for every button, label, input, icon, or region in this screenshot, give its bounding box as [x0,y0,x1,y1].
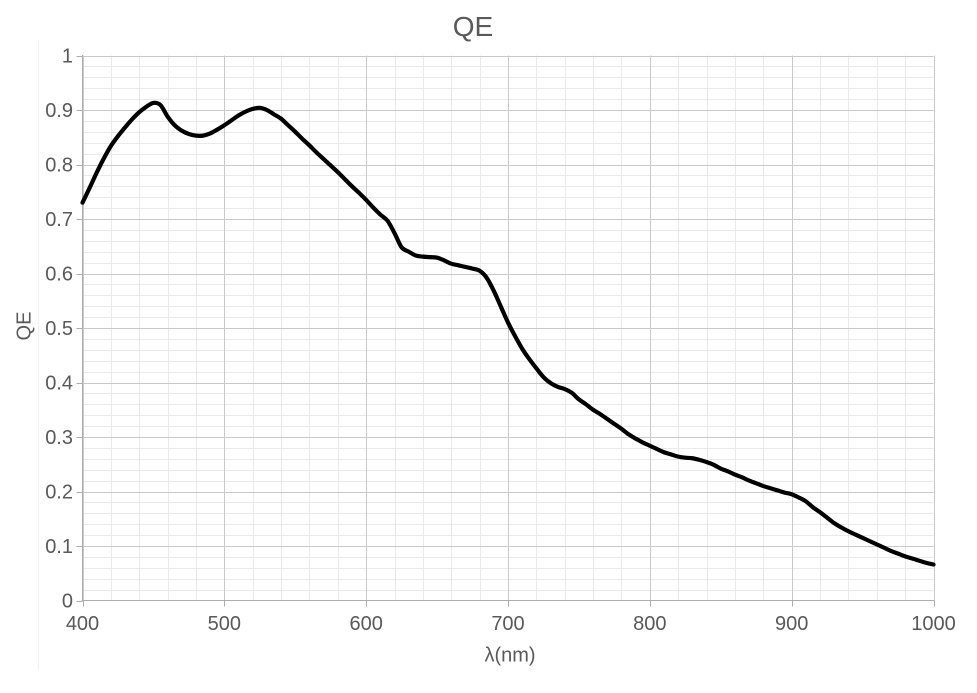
x-tick-label: 600 [349,613,382,635]
x-tick-label: 900 [775,613,808,635]
x-tick-label: 500 [208,613,241,635]
y-tick-label: 0.1 [45,536,73,558]
x-tick-label: 1000 [911,613,956,635]
y-tick-label: 0.2 [45,482,73,504]
y-tick-label: 0.6 [45,264,73,286]
y-axis-title: QE [13,311,36,341]
y-tick-label: 0.3 [45,427,73,449]
y-tick-label: 0.5 [45,318,73,340]
chart-title: QE [452,11,494,42]
y-tick-label: 0.9 [45,100,73,122]
y-tick-label: 1 [62,46,73,68]
y-tick-label: 0.4 [45,373,73,395]
x-tick-label: 800 [633,613,666,635]
x-tick-label: 400 [66,613,99,635]
x-tick-label: 700 [491,613,524,635]
y-tick-label: 0 [62,591,73,613]
worksheet-gridline-artifact [38,40,39,670]
y-tick-label: 0.8 [45,155,73,177]
x-axis-title: λ(nm) [484,644,536,667]
qe-series-line [80,100,936,567]
y-tick-label: 0.7 [45,209,73,231]
